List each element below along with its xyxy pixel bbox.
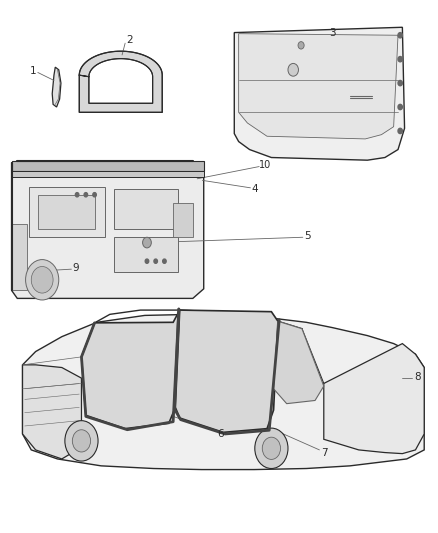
Text: 1: 1 (30, 66, 37, 76)
Circle shape (398, 56, 403, 62)
Circle shape (25, 260, 59, 300)
Polygon shape (52, 67, 61, 107)
Circle shape (298, 42, 304, 49)
Circle shape (154, 259, 157, 263)
Bar (38, 195, 95, 229)
Circle shape (143, 237, 151, 248)
Polygon shape (22, 314, 424, 470)
Text: 6: 6 (217, 429, 224, 439)
Circle shape (145, 259, 149, 263)
Circle shape (65, 421, 98, 461)
Text: 5: 5 (304, 231, 311, 241)
Circle shape (84, 192, 88, 197)
Polygon shape (12, 161, 204, 171)
Text: 4: 4 (251, 184, 258, 195)
Circle shape (75, 192, 79, 197)
Polygon shape (175, 310, 278, 432)
Text: 9: 9 (72, 263, 79, 272)
Circle shape (288, 63, 298, 76)
Polygon shape (79, 51, 162, 112)
Polygon shape (239, 34, 398, 139)
Circle shape (72, 430, 91, 452)
Text: 2: 2 (126, 35, 133, 44)
Polygon shape (12, 161, 204, 298)
Polygon shape (234, 27, 405, 160)
Text: 10: 10 (259, 160, 271, 171)
Circle shape (162, 259, 166, 263)
FancyBboxPatch shape (29, 187, 106, 237)
Bar (114, 237, 177, 272)
Circle shape (398, 128, 403, 134)
Text: 7: 7 (321, 448, 328, 457)
Text: 8: 8 (414, 372, 421, 382)
Polygon shape (12, 224, 27, 290)
Polygon shape (12, 171, 204, 177)
Circle shape (255, 428, 288, 469)
Circle shape (262, 437, 280, 459)
Polygon shape (81, 310, 180, 429)
Polygon shape (324, 344, 424, 454)
Polygon shape (173, 203, 193, 237)
Text: 3: 3 (329, 28, 336, 38)
Circle shape (398, 104, 403, 110)
Bar (114, 189, 177, 229)
Polygon shape (22, 365, 81, 459)
Polygon shape (274, 321, 324, 403)
Circle shape (398, 80, 403, 86)
Circle shape (31, 266, 53, 293)
Circle shape (398, 33, 403, 38)
Circle shape (93, 192, 96, 197)
